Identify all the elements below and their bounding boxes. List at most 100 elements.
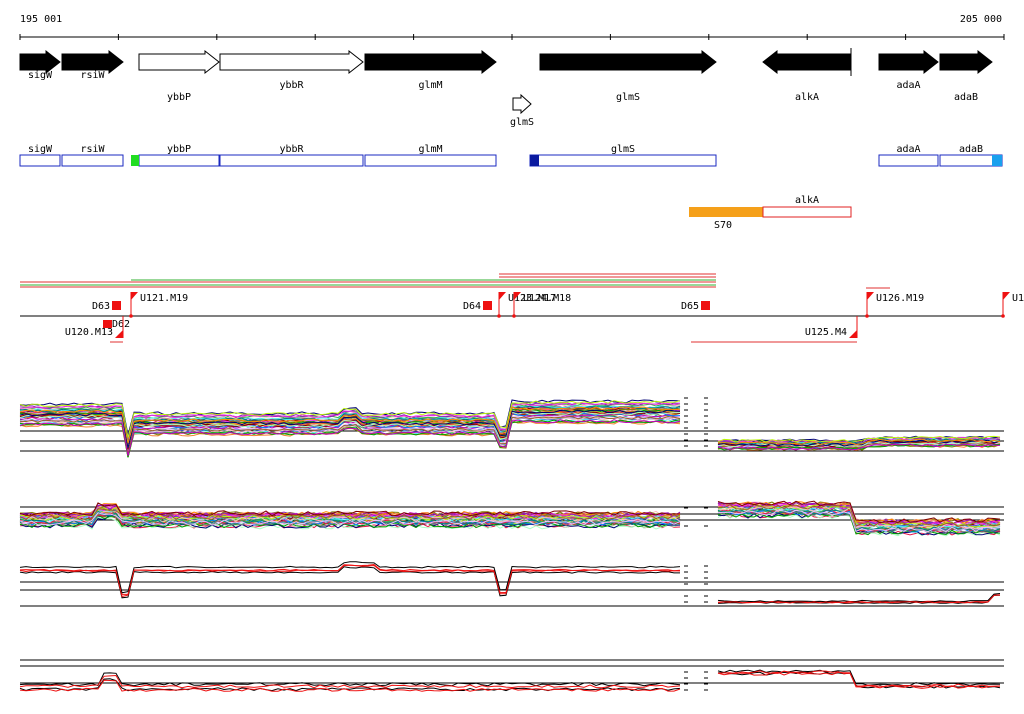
gene-label: glmS bbox=[510, 117, 534, 128]
gene-sigW-0[interactable]: sigW bbox=[19, 49, 61, 81]
expression-trace bbox=[717, 671, 1001, 689]
gene-glmS-6[interactable]: glmS bbox=[539, 49, 717, 103]
marker-label: U120.M13 bbox=[65, 327, 113, 338]
antisense-box[interactable] bbox=[762, 206, 852, 218]
marker-U124.M18[interactable]: U124.M18 bbox=[512, 292, 571, 318]
expression-panel-3 bbox=[19, 561, 1004, 607]
operon-label: glmM bbox=[418, 144, 442, 155]
marker-U125.M4[interactable]: U125.M4 bbox=[805, 316, 858, 338]
operon-ybbP[interactable]: ybbP bbox=[138, 144, 220, 167]
gene-label: adaB bbox=[954, 92, 978, 103]
operon-label: ybbP bbox=[167, 144, 191, 155]
marker-label: D64 bbox=[463, 301, 481, 312]
gene-glmM-4[interactable]: glmM bbox=[364, 49, 497, 91]
marker-D62[interactable]: D62 bbox=[103, 319, 130, 330]
marker-U12[interactable]: U12 bbox=[1001, 292, 1024, 318]
marker-label: U121.M19 bbox=[140, 293, 188, 304]
operon-label: rsiW bbox=[80, 144, 105, 155]
gene-label: sigW bbox=[28, 70, 53, 81]
gene-label: alkA bbox=[795, 92, 819, 103]
gene-ybbP-2[interactable]: ybbP bbox=[138, 49, 220, 103]
expression-trace bbox=[19, 674, 681, 689]
gene-rsiW-1[interactable]: rsiW bbox=[61, 49, 124, 81]
operon-mark bbox=[131, 155, 139, 166]
expression-trace bbox=[19, 679, 681, 692]
marker-U123.M17[interactable]: U123.M17 bbox=[497, 292, 556, 318]
expression-trace bbox=[19, 510, 681, 523]
expression-trace bbox=[717, 504, 1001, 527]
operon-label: ybbR bbox=[279, 144, 304, 155]
antisense-track: alkA S70 bbox=[689, 195, 852, 231]
expression-trace bbox=[19, 419, 681, 456]
expression-trace bbox=[19, 400, 681, 438]
expression-trace bbox=[19, 399, 681, 436]
operon-glmM[interactable]: glmM bbox=[364, 144, 497, 167]
antisense-label: alkA bbox=[795, 195, 819, 206]
marker-label: U12 bbox=[1012, 293, 1024, 304]
expression-trace bbox=[19, 561, 681, 594]
expression-trace bbox=[19, 672, 681, 687]
operon-label: sigW bbox=[28, 144, 53, 155]
marker-label: D65 bbox=[681, 301, 699, 312]
expression-trace bbox=[19, 409, 681, 448]
marker-label: D62 bbox=[112, 319, 130, 330]
marker-label: U124.M18 bbox=[523, 293, 571, 304]
operon-sigW[interactable]: sigW bbox=[19, 144, 61, 167]
expression-trace bbox=[717, 512, 1001, 536]
marker-U126.M19[interactable]: U126.M19 bbox=[865, 292, 924, 318]
marker-D63[interactable]: D63 bbox=[92, 301, 121, 312]
operon-label: adaB bbox=[959, 144, 983, 155]
gene-track: sigW rsiW ybbP ybbR glmM glmS glmS alkA adaA adaB bbox=[19, 48, 993, 128]
expression-trace bbox=[19, 511, 681, 526]
marker-D64[interactable]: D64 bbox=[463, 301, 492, 312]
expression-trace bbox=[717, 506, 1001, 530]
marker-label: U123.M17 bbox=[508, 293, 556, 304]
marker-label: U125.M4 bbox=[805, 327, 847, 338]
antisense-bar[interactable] bbox=[689, 207, 763, 217]
marker-label: U126.M19 bbox=[876, 293, 924, 304]
expression-trace bbox=[717, 593, 1001, 603]
gene-adaA-8[interactable]: adaA bbox=[878, 49, 939, 91]
gene-label: rsiW bbox=[80, 70, 105, 81]
gene-glmS-5[interactable]: glmS bbox=[510, 93, 534, 128]
operon-mark bbox=[530, 155, 539, 166]
expression-trace bbox=[717, 594, 1001, 604]
gene-label: adaA bbox=[896, 80, 920, 91]
operon-label: glmS bbox=[611, 144, 635, 155]
marker-U120.M13[interactable]: U120.M13 bbox=[65, 316, 124, 338]
marker-label: D63 bbox=[92, 301, 110, 312]
marker-U121.M19[interactable]: U121.M19 bbox=[129, 292, 188, 318]
coverage-lines bbox=[20, 273, 890, 343]
gene-ybbR-3[interactable]: ybbR bbox=[219, 49, 364, 91]
ruler-start-label: 195 001 bbox=[20, 14, 62, 25]
expression-trace bbox=[717, 443, 1001, 451]
operon-label: adaA bbox=[896, 144, 920, 155]
gene-adaB-9[interactable]: adaB bbox=[939, 49, 993, 103]
operon-adaA[interactable]: adaA bbox=[878, 144, 939, 167]
expression-trace bbox=[19, 406, 680, 444]
operon-rsiW[interactable]: rsiW bbox=[61, 144, 124, 167]
gene-alkA-7[interactable]: alkA bbox=[762, 48, 852, 103]
operon-mark bbox=[992, 155, 1002, 166]
expression-panel-1 bbox=[19, 397, 1004, 458]
ruler-end-label: 205 000 bbox=[960, 14, 1002, 25]
expression-trace bbox=[19, 506, 681, 521]
antisense-sublabel: S70 bbox=[714, 220, 732, 231]
gene-label: ybbR bbox=[279, 80, 304, 91]
expression-trace bbox=[717, 509, 1001, 533]
expression-panel-4 bbox=[19, 659, 1004, 692]
expression-trace bbox=[19, 415, 681, 454]
gene-label: glmM bbox=[418, 80, 442, 91]
expression-panel-2 bbox=[19, 500, 1004, 537]
expression-trace bbox=[717, 438, 1001, 445]
coordinate-ruler: 195 001 205 000 bbox=[19, 14, 1005, 40]
expression-trace bbox=[717, 500, 1001, 524]
operon-ybbR[interactable]: ybbR bbox=[219, 144, 364, 167]
expression-trace bbox=[717, 440, 1001, 448]
marker-D65[interactable]: D65 bbox=[681, 301, 710, 312]
operon-glmS[interactable]: glmS bbox=[529, 144, 717, 167]
expression-trace bbox=[19, 564, 681, 598]
gene-label: ybbP bbox=[167, 92, 191, 103]
